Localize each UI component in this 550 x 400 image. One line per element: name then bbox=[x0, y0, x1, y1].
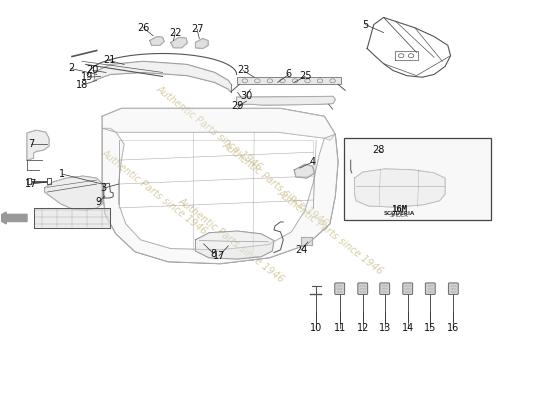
Text: 19: 19 bbox=[81, 72, 94, 82]
Text: 27: 27 bbox=[191, 24, 204, 34]
Text: 22: 22 bbox=[169, 28, 182, 38]
Polygon shape bbox=[195, 38, 208, 48]
Text: 26: 26 bbox=[137, 23, 150, 33]
Text: 25: 25 bbox=[299, 72, 311, 82]
Text: 3: 3 bbox=[101, 183, 107, 193]
Text: SCUDERIA: SCUDERIA bbox=[383, 211, 415, 216]
Text: 12: 12 bbox=[356, 322, 369, 332]
Text: 16M: 16M bbox=[391, 206, 407, 214]
Text: 15: 15 bbox=[424, 322, 437, 332]
Polygon shape bbox=[45, 176, 102, 210]
Text: 21: 21 bbox=[103, 56, 116, 66]
FancyArrow shape bbox=[0, 212, 27, 224]
Text: 17: 17 bbox=[25, 179, 37, 189]
Text: 6: 6 bbox=[285, 70, 292, 80]
Polygon shape bbox=[170, 37, 187, 48]
Text: 20: 20 bbox=[87, 66, 99, 76]
Polygon shape bbox=[236, 96, 336, 105]
Polygon shape bbox=[301, 237, 312, 245]
Text: 7: 7 bbox=[28, 139, 34, 149]
Text: 13: 13 bbox=[378, 322, 391, 332]
FancyBboxPatch shape bbox=[425, 283, 435, 294]
Polygon shape bbox=[294, 164, 315, 178]
FancyBboxPatch shape bbox=[236, 77, 341, 84]
Text: 14: 14 bbox=[402, 322, 414, 332]
Polygon shape bbox=[355, 169, 445, 207]
Polygon shape bbox=[102, 108, 336, 140]
Text: 5: 5 bbox=[362, 20, 368, 30]
Text: Authentic Parts since 1946: Authentic Parts since 1946 bbox=[275, 188, 385, 276]
FancyBboxPatch shape bbox=[358, 283, 368, 294]
FancyBboxPatch shape bbox=[380, 283, 389, 294]
Text: 11: 11 bbox=[334, 322, 346, 332]
Text: Authentic Parts since 1946: Authentic Parts since 1946 bbox=[176, 196, 286, 284]
Text: 17: 17 bbox=[213, 251, 225, 261]
Text: Authentic Parts since 1946: Authentic Parts since 1946 bbox=[100, 148, 209, 236]
Text: 16: 16 bbox=[447, 322, 459, 332]
FancyBboxPatch shape bbox=[403, 283, 412, 294]
Text: 28: 28 bbox=[372, 145, 384, 155]
Text: 9: 9 bbox=[95, 197, 101, 207]
Polygon shape bbox=[102, 128, 338, 264]
Text: 1: 1 bbox=[59, 169, 65, 179]
FancyBboxPatch shape bbox=[344, 138, 491, 220]
Text: 4: 4 bbox=[309, 157, 315, 167]
Text: Authentic Parts since 1946: Authentic Parts since 1946 bbox=[155, 84, 264, 173]
Text: 2: 2 bbox=[68, 64, 74, 74]
Text: 10: 10 bbox=[310, 322, 322, 332]
Text: 18: 18 bbox=[76, 80, 88, 90]
Polygon shape bbox=[27, 130, 49, 160]
FancyBboxPatch shape bbox=[335, 283, 345, 294]
FancyBboxPatch shape bbox=[448, 283, 458, 294]
Text: 30: 30 bbox=[240, 90, 252, 100]
Polygon shape bbox=[94, 61, 231, 92]
Text: Authentic Parts since 1946: Authentic Parts since 1946 bbox=[220, 140, 330, 228]
Polygon shape bbox=[195, 231, 274, 259]
Text: 29: 29 bbox=[232, 101, 244, 111]
Polygon shape bbox=[150, 36, 164, 45]
Text: SPIDER: SPIDER bbox=[389, 214, 409, 218]
Text: 24: 24 bbox=[295, 245, 307, 255]
Text: 8: 8 bbox=[211, 249, 217, 259]
Text: 23: 23 bbox=[237, 66, 249, 76]
Polygon shape bbox=[34, 208, 111, 228]
